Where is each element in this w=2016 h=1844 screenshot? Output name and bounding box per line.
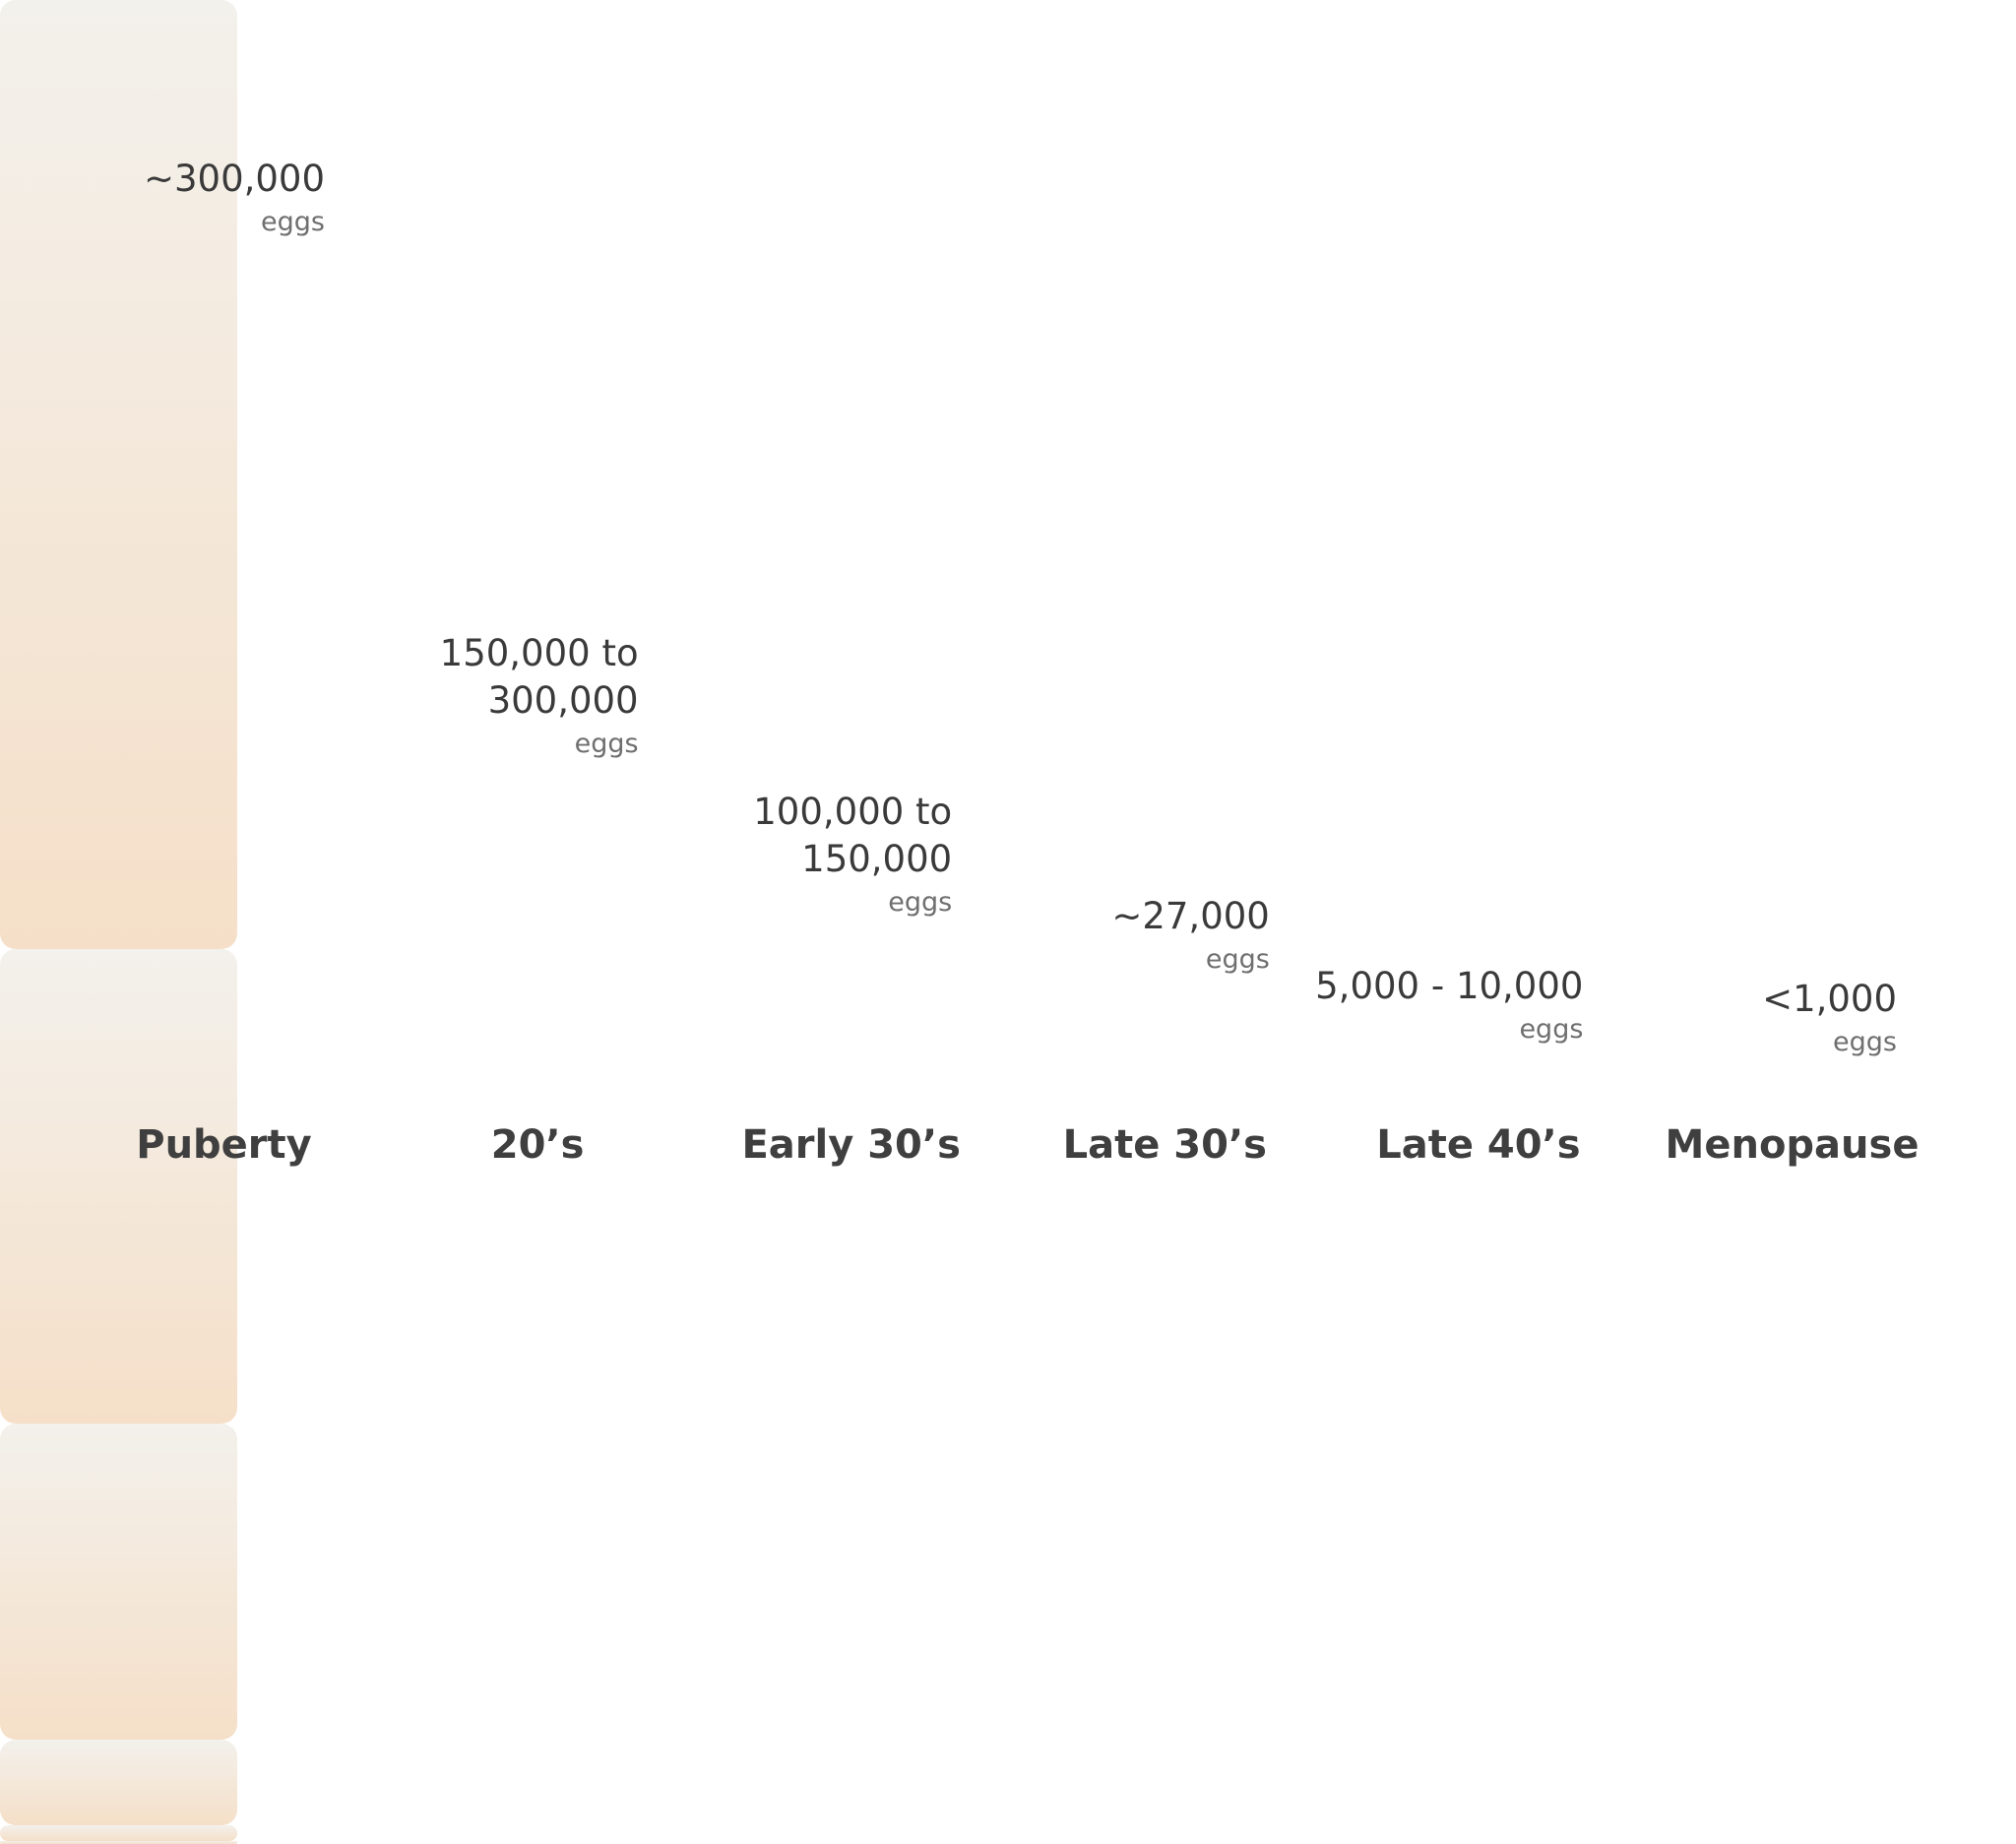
value-number: 150,000 to 300,000 — [439, 632, 639, 722]
bar — [0, 1740, 237, 1826]
value-number: ~27,000 — [1111, 895, 1270, 938]
value-unit: eggs — [1205, 944, 1270, 976]
value-unit: eggs — [1833, 1026, 1897, 1057]
value-unit: eggs — [574, 729, 639, 759]
value-number: 5,000 - 10,000 — [1315, 964, 1584, 1007]
category-label: 20’s — [490, 1122, 585, 1168]
value-unit: eggs — [261, 207, 325, 237]
value-label: 150,000 to 300,000 eggs — [437, 630, 639, 764]
value-label: 5,000 - 10,000 eggs — [1315, 963, 1583, 1049]
category-label: Late 30’s — [1062, 1122, 1267, 1168]
value-label: ~27,000 eggs — [1111, 893, 1269, 980]
value-label: <1,000 eggs — [1762, 976, 1897, 1062]
bar — [0, 1424, 237, 1741]
category-label: Early 30’s — [741, 1122, 961, 1168]
bar — [0, 0, 237, 949]
value-label: 100,000 to 150,000 eggs — [750, 789, 952, 922]
category-label: Late 40’s — [1376, 1122, 1581, 1168]
bar — [0, 949, 237, 1424]
chart: ~300,000 eggs Puberty 150,000 to 300,000 egg… — [0, 0, 1920, 1844]
value-number: <1,000 — [1762, 977, 1897, 1020]
value-number: 100,000 to 150,000 — [753, 790, 953, 880]
category-label: Menopause — [1665, 1122, 1920, 1168]
value-number: ~300,000 — [143, 158, 325, 200]
value-label: ~300,000 eggs — [123, 156, 325, 242]
category-label: Puberty — [136, 1122, 312, 1168]
bar — [0, 1825, 237, 1842]
value-unit: eggs — [1519, 1013, 1584, 1045]
value-unit: eggs — [888, 886, 953, 918]
page: ~300,000 eggs Puberty 150,000 to 300,000 egg… — [0, 0, 1920, 1844]
